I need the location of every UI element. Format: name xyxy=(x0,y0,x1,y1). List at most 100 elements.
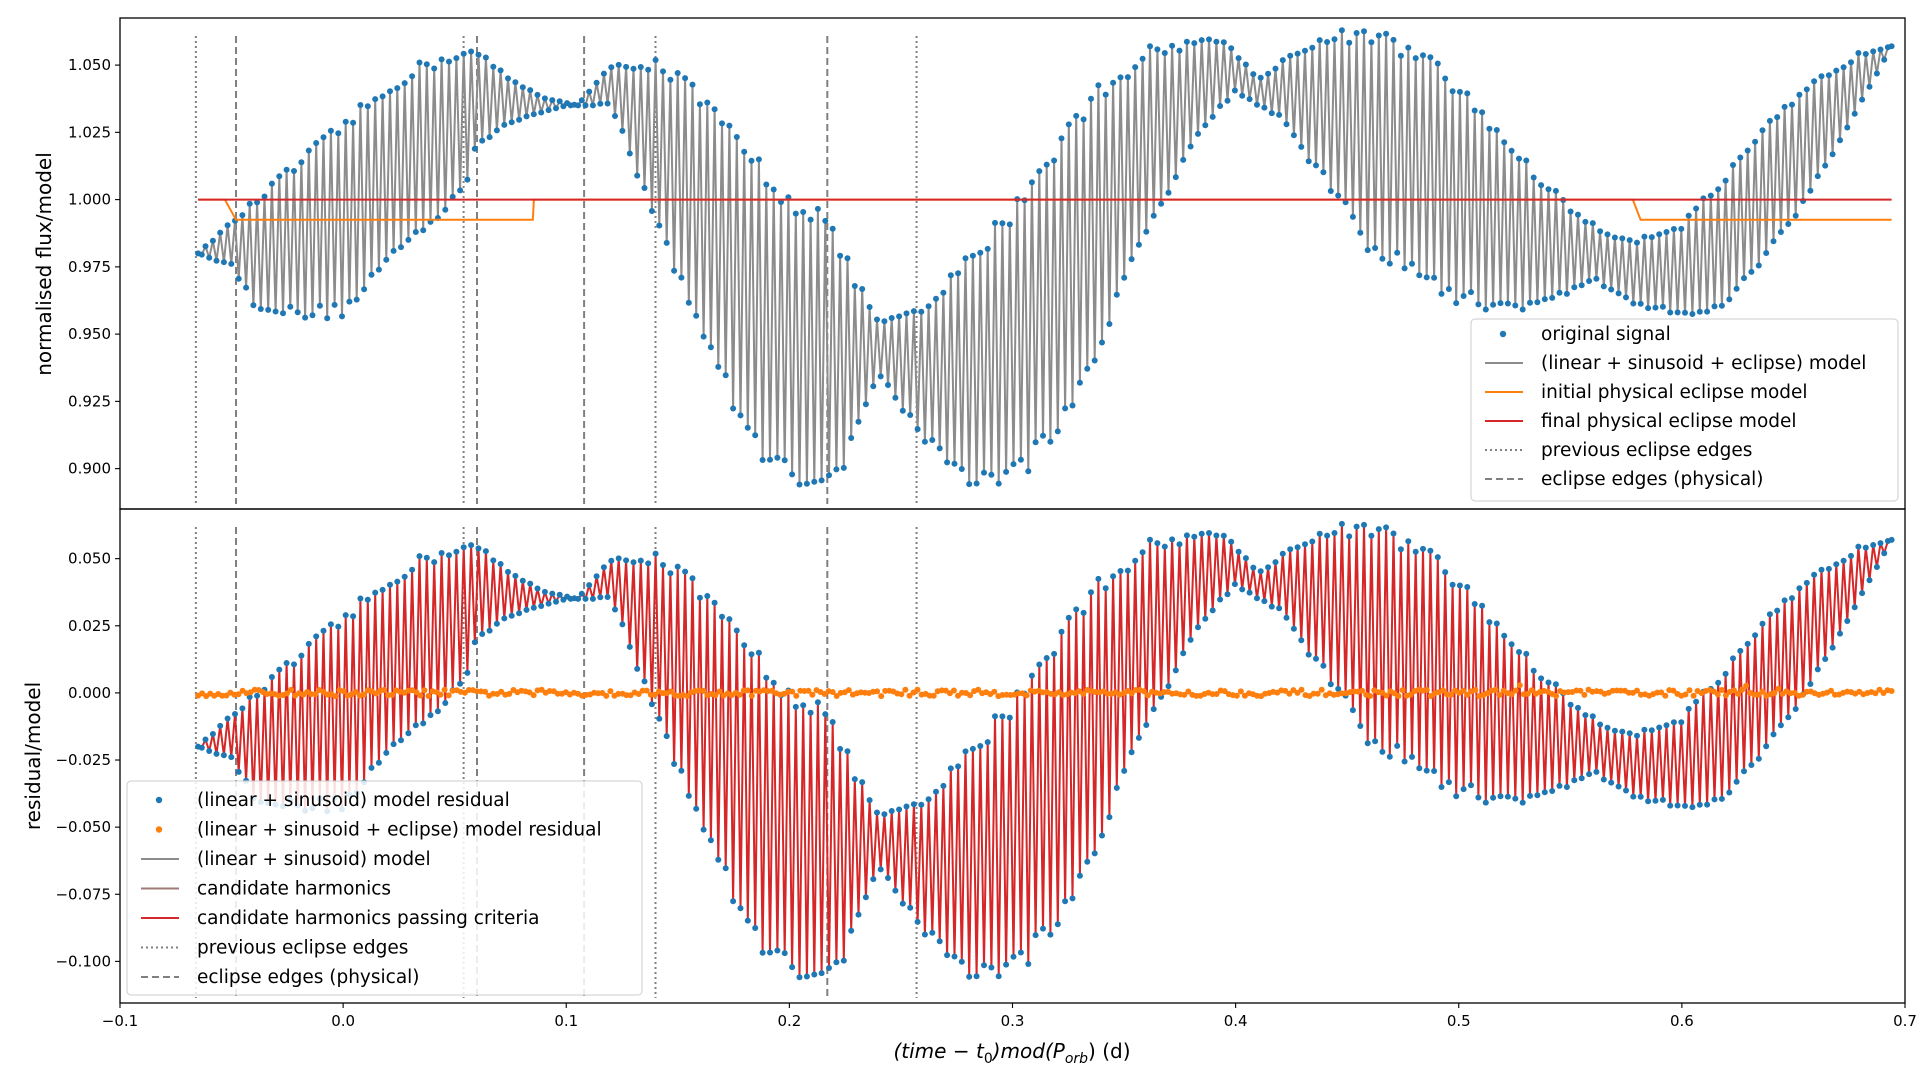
eclipse-residual-point xyxy=(506,690,513,697)
eclipse-residual-point xyxy=(950,687,957,694)
bottom-signal-point xyxy=(1626,730,1633,737)
bottom-signal-point xyxy=(527,580,534,587)
bottom-signal-point xyxy=(1313,655,1319,662)
bottom-harmonics-line xyxy=(197,522,1892,979)
bottom-signal-point xyxy=(696,594,703,601)
top-signal-point xyxy=(1460,293,1467,299)
eclipse-residual-point xyxy=(744,687,751,694)
top-signal-point xyxy=(1338,27,1345,34)
bottom-signal-point xyxy=(342,612,349,619)
top-signal-point xyxy=(575,102,582,109)
top-signal-point xyxy=(1302,47,1308,54)
eclipse-residual-point xyxy=(288,686,295,693)
bottom-signal-point xyxy=(678,767,685,774)
bottom-signal-point xyxy=(1283,614,1290,621)
bottom-signal-point xyxy=(1220,532,1227,539)
top-signal-point xyxy=(1766,117,1773,124)
bottom-signal-point xyxy=(918,801,925,808)
top-signal-point xyxy=(331,301,338,308)
top-legend: original signal (linear + sinusoid + ecli… xyxy=(1470,318,1899,502)
top-signal-point xyxy=(1593,275,1600,282)
bottom-signal-point xyxy=(1047,931,1054,938)
bottom-signal-point xyxy=(1545,679,1552,686)
bottom-signal-point xyxy=(375,759,382,766)
top-signal-point xyxy=(582,102,589,109)
top-signal-point xyxy=(1132,64,1139,71)
bottom-signal-point xyxy=(523,606,530,613)
top-signal-point xyxy=(246,200,253,207)
bottom-signal-point xyxy=(228,754,235,761)
bottom-legend: (linear + sinusoid) model residual (linea… xyxy=(126,780,643,996)
bottom-signal-point xyxy=(837,745,844,752)
bottom-signal-point xyxy=(1490,794,1497,801)
bottom-signal-point xyxy=(1571,777,1578,784)
bottom-signal-point xyxy=(814,699,821,706)
top-signal-point xyxy=(405,236,412,243)
bottom-signal-point xyxy=(1206,530,1212,536)
legend-marker xyxy=(1499,330,1507,338)
bottom-signal-point xyxy=(1294,544,1301,551)
bottom-signal-point xyxy=(877,866,884,873)
top-signal-point xyxy=(593,79,600,86)
bottom-signal-point xyxy=(1028,672,1035,679)
bottom-signal-point xyxy=(1678,719,1685,726)
eclipse-residual-point xyxy=(421,687,428,694)
top-signal-point xyxy=(933,295,939,302)
top-signal-point xyxy=(1837,137,1843,144)
bottom-signal-point xyxy=(1390,530,1397,537)
bottom-signal-point xyxy=(1608,779,1615,786)
top-signal-point xyxy=(1822,162,1829,169)
bottom-signal-point xyxy=(623,557,630,564)
top-signal-point xyxy=(1228,45,1235,52)
top-signal-point xyxy=(412,229,419,235)
bottom-signal-point xyxy=(1575,704,1581,711)
bottom-signal-point xyxy=(1718,795,1725,802)
bottom-signal-point xyxy=(807,709,814,716)
bottom-signal-point xyxy=(755,649,762,656)
bottom-signal-point xyxy=(1814,666,1821,673)
top-signal-point xyxy=(1043,161,1050,168)
bottom-signal-point xyxy=(320,627,327,634)
bottom-signal-point xyxy=(1715,679,1722,686)
bottom-signal-point xyxy=(1198,530,1205,537)
top-y-tick-label: 0.900 xyxy=(68,460,111,478)
bottom-signal-point xyxy=(357,595,364,602)
bottom-signal-point xyxy=(1516,649,1522,655)
top-signal-point xyxy=(608,64,615,71)
eclipse-residual-point xyxy=(1682,691,1689,698)
eclipse-residual-point xyxy=(1731,687,1737,694)
top-signal-point xyxy=(1718,302,1725,309)
bottom-signal-point xyxy=(1541,789,1548,796)
top-signal-point xyxy=(892,394,899,401)
top-signal-point xyxy=(235,275,242,282)
eclipse-residual-point xyxy=(906,692,913,699)
bottom-signal-point xyxy=(1770,731,1777,738)
top-signal-point xyxy=(1128,256,1135,263)
bottom-signal-point xyxy=(364,596,371,603)
top-signal-point xyxy=(202,243,209,250)
bottom-signal-point xyxy=(700,826,707,833)
x-tick-label: −0.1 xyxy=(102,1012,138,1030)
bottom-signal-point xyxy=(405,730,412,737)
eclipse-residual-point xyxy=(538,686,545,693)
bottom-signal-point xyxy=(1361,521,1367,528)
top-signal-point xyxy=(1217,103,1224,109)
bottom-signal-point xyxy=(335,623,342,630)
bottom-signal-point xyxy=(220,752,227,759)
legend-label: initial physical eclipse model xyxy=(1541,382,1808,403)
top-signal-point xyxy=(1309,44,1316,51)
top-signal-point xyxy=(1597,228,1604,235)
bottom-signal-point xyxy=(1405,538,1412,545)
bottom-signal-point xyxy=(789,964,796,971)
top-signal-point xyxy=(1663,229,1670,235)
eclipse-residual-point xyxy=(1634,687,1640,694)
bottom-signal-point xyxy=(1763,743,1770,750)
bottom-signal-point xyxy=(453,548,460,555)
bottom-signal-point xyxy=(427,712,434,719)
bottom-signal-point xyxy=(648,701,655,708)
bottom-signal-point xyxy=(232,711,238,717)
bottom-signal-point xyxy=(1316,530,1323,537)
top-signal-point xyxy=(800,209,807,215)
bottom-signal-point xyxy=(1851,604,1858,611)
legend-marker xyxy=(155,796,163,804)
